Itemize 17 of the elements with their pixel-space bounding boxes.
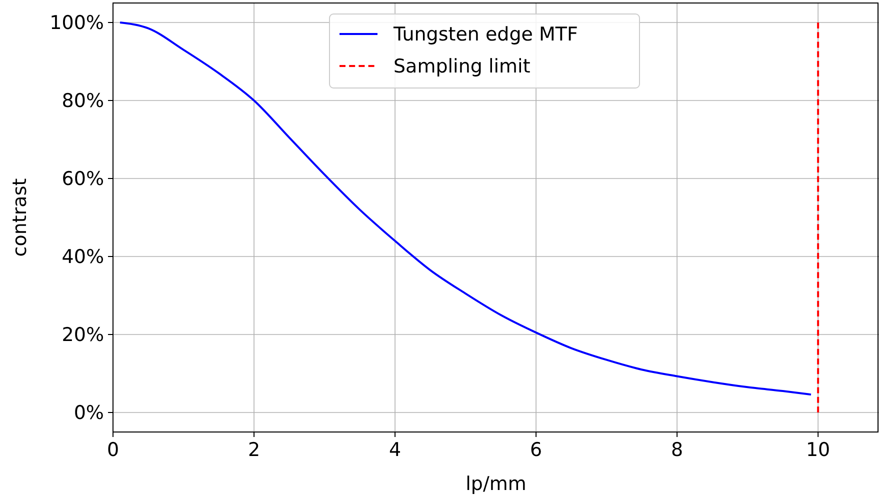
legend-label: Sampling limit xyxy=(394,56,530,78)
y-tick-label: 60% xyxy=(62,168,104,190)
x-tick-label: 0 xyxy=(106,439,120,461)
y-tick-label: 0% xyxy=(74,402,104,424)
x-tick-label: 4 xyxy=(388,439,402,461)
legend-label: Tungsten edge MTF xyxy=(392,24,578,46)
y-tick-label: 100% xyxy=(50,12,104,34)
x-tick-label: 2 xyxy=(248,439,260,461)
x-tick-label: 10 xyxy=(806,439,830,461)
x-tick-label: 6 xyxy=(530,439,542,461)
y-tick-label: 20% xyxy=(62,324,104,346)
x-axis-title: lp/mm xyxy=(466,473,526,495)
y-axis-title: contrast xyxy=(9,178,31,257)
x-tick-label: 8 xyxy=(671,439,684,461)
y-tick-label: 40% xyxy=(62,246,104,268)
y-tick-label: 80% xyxy=(62,90,104,112)
line-series xyxy=(119,22,812,396)
